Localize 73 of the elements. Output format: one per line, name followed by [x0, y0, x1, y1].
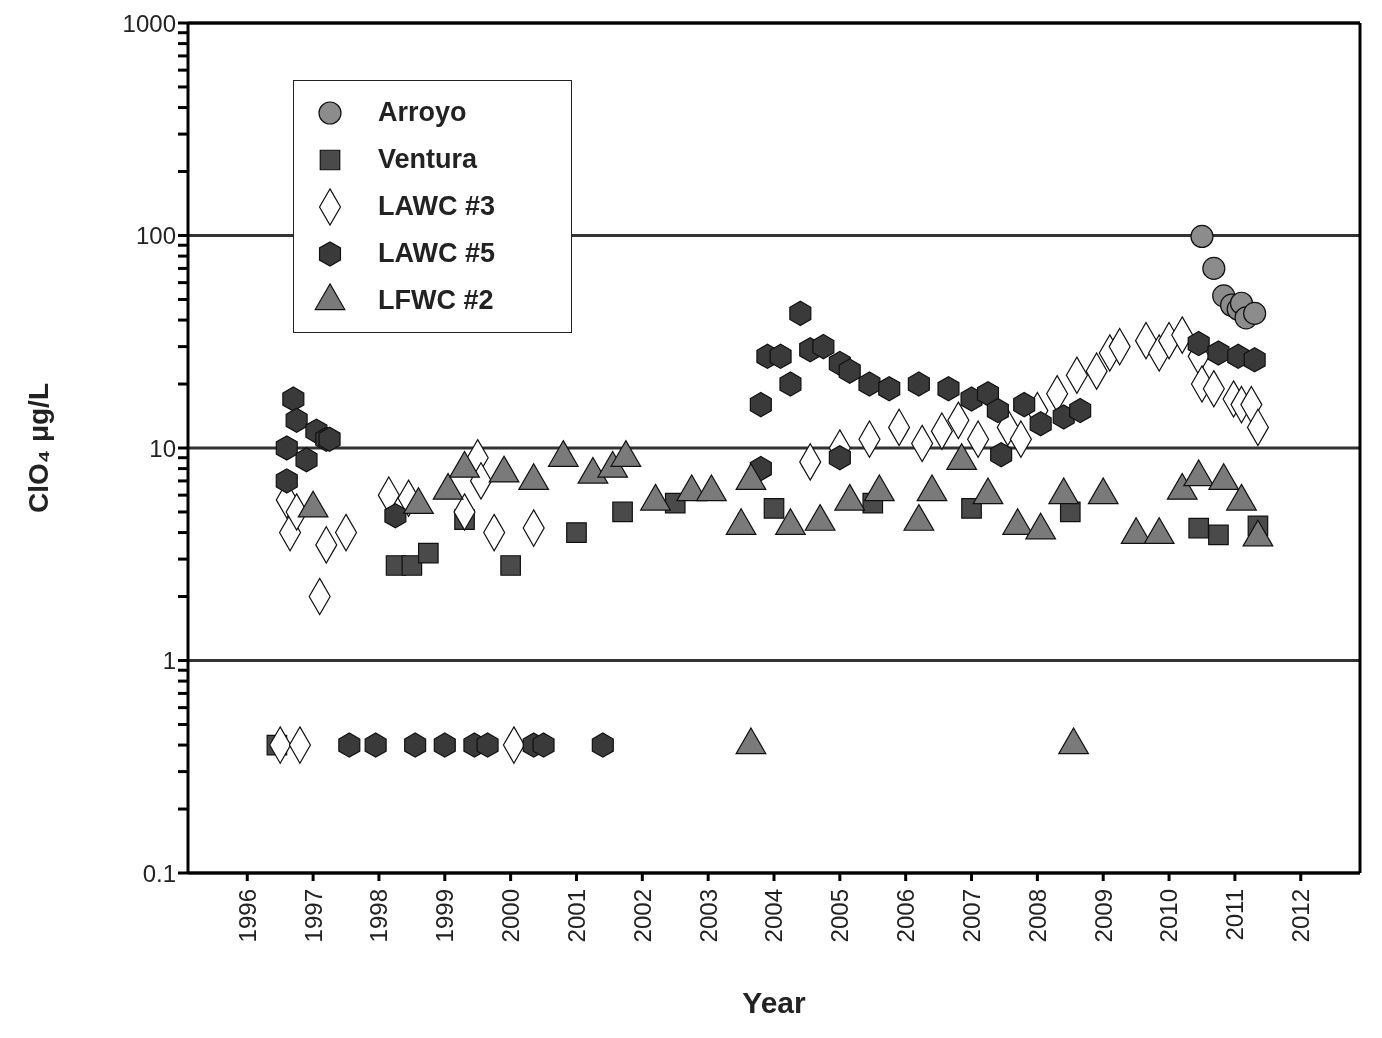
- x-tick-label: 2005: [826, 889, 854, 943]
- point: [763, 498, 785, 519]
- y-axis-title: ClO₄ μg/L: [22, 382, 54, 514]
- legend-label: LFWC #2: [378, 285, 494, 316]
- x-tick-label: 2008: [1023, 889, 1051, 943]
- x-tick-label: 2012: [1287, 889, 1315, 943]
- point: [404, 732, 427, 758]
- point: [828, 445, 851, 471]
- point: [812, 333, 835, 360]
- point: [907, 371, 930, 397]
- x-tick-label: 2002: [628, 889, 656, 943]
- point: [1243, 347, 1266, 373]
- point: [1190, 224, 1214, 248]
- y-tick-label: 100: [135, 222, 176, 250]
- point: [937, 376, 960, 402]
- point: [401, 555, 423, 576]
- legend-label: Arroyo: [378, 97, 467, 128]
- x-tick-label: 2001: [562, 889, 590, 943]
- point: [1069, 397, 1092, 424]
- point: [500, 555, 521, 576]
- x-tick-label: 2004: [760, 889, 788, 943]
- x-tick-label: 2006: [892, 889, 920, 943]
- point: [749, 391, 772, 418]
- point: [612, 501, 633, 523]
- point: [282, 386, 305, 412]
- point: [1029, 411, 1052, 437]
- point: [1202, 256, 1226, 280]
- legend-label: Ventura: [378, 144, 478, 175]
- point: [275, 468, 298, 494]
- y-tick-label: 1: [162, 647, 176, 675]
- x-tick-label: 1996: [233, 889, 261, 943]
- point: [1207, 340, 1230, 366]
- point: [275, 435, 298, 461]
- point: [779, 371, 802, 397]
- x-tick-label: 2009: [1089, 889, 1117, 943]
- point: [990, 442, 1013, 468]
- point: [364, 732, 387, 758]
- x-axis-title: Year: [742, 986, 807, 1019]
- point: [1188, 517, 1210, 539]
- y-tick-label: 0.1: [142, 859, 176, 887]
- point: [878, 376, 901, 402]
- y-tick-label: 1000: [122, 9, 176, 37]
- point: [338, 732, 361, 758]
- point: [532, 732, 555, 758]
- point: [476, 732, 499, 758]
- x-tick-label: 2011: [1221, 889, 1249, 941]
- x-tick-label: 1999: [431, 889, 459, 943]
- y-tick-label: 10: [149, 434, 176, 462]
- x-tick-label: 1997: [299, 889, 327, 943]
- point: [986, 397, 1009, 424]
- x-tick-label: 1998: [365, 889, 393, 943]
- point: [976, 381, 1000, 407]
- point: [1243, 301, 1267, 325]
- point: [285, 407, 308, 433]
- point: [789, 300, 812, 327]
- point: [1013, 391, 1036, 418]
- point: [433, 732, 456, 758]
- x-tick-label: 2007: [957, 889, 985, 943]
- x-tick-label: 2000: [497, 889, 525, 943]
- point: [566, 522, 587, 543]
- point: [417, 542, 439, 564]
- point: [1208, 524, 1229, 546]
- point: [858, 371, 881, 397]
- point: [769, 343, 792, 370]
- x-tick-label: 2010: [1155, 889, 1183, 943]
- x-tick-label: 2003: [694, 889, 722, 943]
- point: [384, 503, 407, 529]
- legend-label: LAWC #5: [378, 238, 496, 269]
- point: [591, 732, 614, 758]
- legend-label: LAWC #3: [378, 191, 496, 222]
- point: [1187, 330, 1210, 357]
- point: [838, 358, 861, 384]
- point: [295, 447, 318, 473]
